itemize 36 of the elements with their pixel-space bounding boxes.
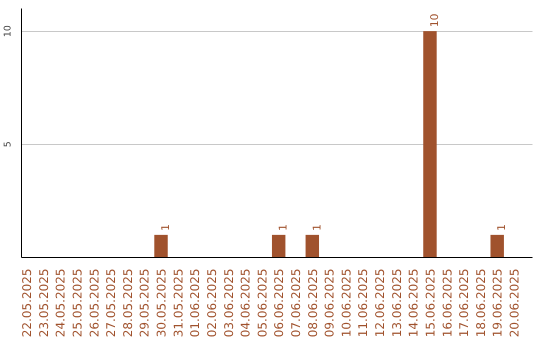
data-label: 1 (310, 224, 324, 231)
x-tick-label: 11.06.2025 (356, 268, 370, 338)
x-tick-label: 25.05.2025 (70, 268, 84, 338)
y-tick-label: 5 (2, 141, 14, 148)
data-label: 1 (159, 224, 172, 231)
x-tick-label: 14.06.2025 (406, 268, 421, 338)
x-tick-label: 12.06.2025 (373, 268, 388, 338)
x-tick-label: 13.06.2025 (390, 268, 404, 338)
x-tick-label: 22.05.2025 (20, 268, 34, 338)
x-tick-label: 08.06.2025 (306, 268, 320, 338)
x-tick-label: 05.06.2025 (255, 268, 270, 338)
x-tick-label: 10.06.2025 (339, 268, 354, 338)
x-tick-label: 15.06.2025 (423, 268, 438, 338)
x-tick-label: 09.06.2025 (322, 268, 337, 338)
x-tick-label: 23.05.2025 (36, 268, 51, 338)
data-label: 10 (428, 13, 441, 28)
x-tick-label: 02.06.2025 (204, 268, 219, 338)
x-tick-label: 28.05.2025 (120, 268, 135, 338)
x-tick-label: 17.06.2025 (457, 268, 472, 338)
x-tick-label: 29.05.2025 (138, 268, 152, 338)
x-tick-label: 31.05.2025 (171, 268, 186, 338)
x-tick-label: 24.05.2025 (54, 268, 68, 338)
x-tick-label: 26.05.2025 (87, 268, 102, 338)
x-tick-label: 30.05.2025 (154, 268, 169, 338)
x-tick-label: 27.05.2025 (104, 268, 118, 338)
x-tick-label: 07.06.2025 (288, 268, 303, 338)
x-tick-label: 18.06.2025 (474, 268, 488, 338)
x-tick-label: 04.06.2025 (238, 268, 253, 338)
x-tick-label: 06.06.2025 (272, 268, 286, 338)
x-tick-label: 20.06.2025 (508, 268, 522, 338)
x-tick-label: 16.06.2025 (440, 268, 454, 338)
data-label: 1 (495, 224, 508, 231)
data-label: 1 (276, 224, 290, 231)
x-tick-label: 03.06.2025 (222, 268, 236, 338)
x-tick-label: 19.06.2025 (490, 268, 505, 338)
x-tick-label: 01.06.2025 (188, 268, 202, 338)
